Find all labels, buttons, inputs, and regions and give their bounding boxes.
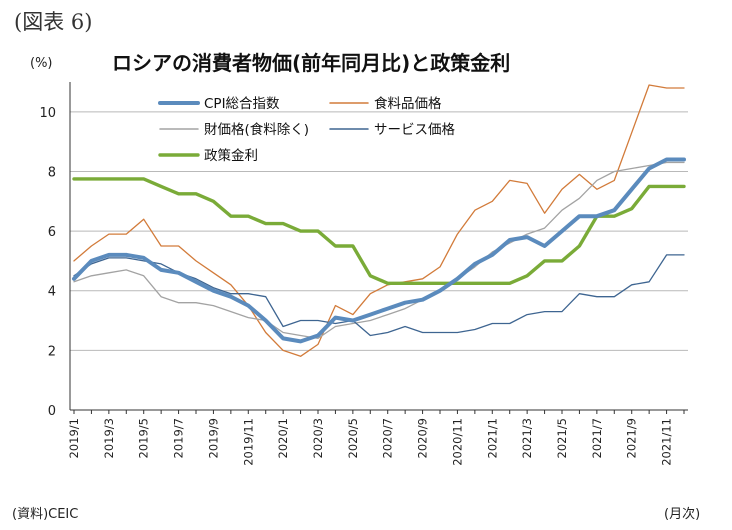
- x-tick-label: 2020/1: [276, 418, 290, 458]
- x-tick-label: 2019/11: [241, 418, 255, 466]
- x-tick-label: 2019/7: [172, 418, 186, 458]
- x-tick-label: 2020/9: [416, 418, 430, 458]
- x-tick-label: 2021/11: [660, 418, 674, 466]
- series-lines: [72, 84, 686, 357]
- gridlines: [70, 111, 688, 351]
- axes: 0 2 4 6 8 10 2019/1 2019/3 2019/5 2019/7 2019/9 201…: [39, 82, 688, 466]
- source-note: (資料)CEIC: [12, 507, 79, 522]
- x-tick-label: 2021/1: [485, 418, 499, 458]
- series-line-3: [73, 254, 685, 337]
- y-tick-label: 6: [48, 225, 56, 240]
- legend-label: 財価格(食料除く): [204, 121, 309, 138]
- y-tick-label: 10: [39, 106, 56, 121]
- x-tick-label: 2021/5: [555, 418, 569, 458]
- figure-label: (図表 6): [14, 10, 93, 34]
- x-axis-unit: (月次): [664, 507, 701, 522]
- legend-label: 食料品価格: [374, 95, 442, 112]
- x-tick-label: 2020/11: [450, 418, 464, 466]
- x-tick-label: 2020/7: [381, 418, 395, 458]
- x-tick-label: 2019/9: [206, 418, 220, 458]
- x-tick-label: 2020/3: [311, 418, 325, 458]
- x-tick-label: 2019/1: [67, 418, 81, 458]
- legend-label: サービス価格: [374, 122, 455, 138]
- y-axis-unit: (%): [30, 56, 53, 71]
- series-line-1: [73, 84, 685, 357]
- legend-label: CPI総合指数: [204, 96, 280, 112]
- series-line-0: [72, 157, 686, 344]
- x-tick-label: 2021/7: [590, 418, 604, 458]
- x-tick-label: 2019/5: [137, 418, 151, 458]
- y-tick-label: 8: [48, 165, 56, 180]
- x-tick-label: 2021/3: [520, 418, 534, 458]
- legend-label: 政策金利: [204, 147, 258, 164]
- series-line-2: [73, 161, 685, 340]
- y-tick-label: 2: [48, 344, 56, 359]
- x-tick-label: 2020/5: [346, 418, 360, 458]
- y-tick-label: 4: [48, 285, 56, 300]
- y-tick-label: 0: [48, 404, 56, 419]
- x-tick-label: 2019/3: [102, 418, 116, 458]
- x-tick-label: 2021/9: [625, 418, 639, 458]
- series-line-4: [72, 177, 686, 285]
- chart-title: ロシアの消費者物価(前年同月比)と政策金利: [112, 51, 511, 75]
